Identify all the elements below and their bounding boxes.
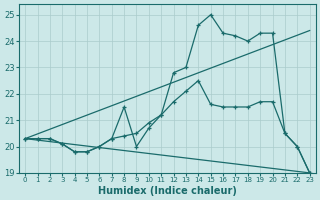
X-axis label: Humidex (Indice chaleur): Humidex (Indice chaleur)	[98, 186, 237, 196]
